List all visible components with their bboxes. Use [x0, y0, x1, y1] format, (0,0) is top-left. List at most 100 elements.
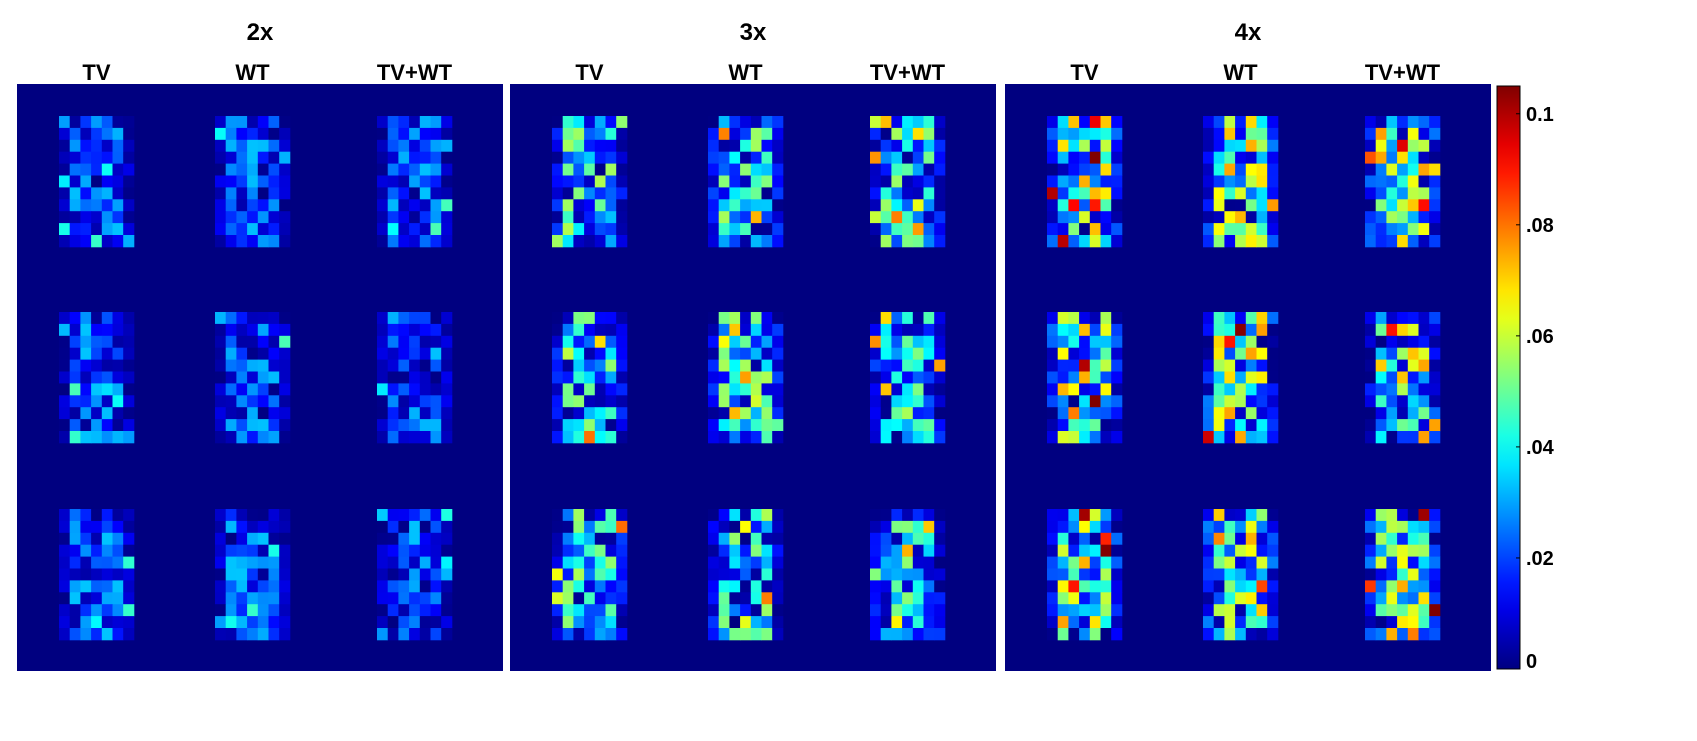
heatmap-cell: [594, 520, 606, 534]
heatmap-cell: [1057, 335, 1069, 349]
heatmap-cell: [1429, 431, 1441, 444]
heatmap-cell: [923, 592, 935, 605]
heatmap-cell: [1429, 235, 1441, 248]
heatmap-cell: [279, 175, 291, 188]
heatmap-cell: [552, 139, 564, 153]
heatmap-cell: [1365, 151, 1377, 164]
heatmap-cell: [584, 431, 596, 444]
heatmap-cell: [1407, 395, 1419, 408]
heatmap-cell: [1267, 151, 1279, 164]
heatmap-cell: [902, 419, 914, 432]
heatmap-cell: [1213, 223, 1225, 236]
heatmap-cell: [398, 347, 410, 360]
heatmap-cell: [80, 604, 92, 617]
heatmap-cell: [419, 127, 431, 141]
heatmap-cell: [387, 544, 399, 557]
heatmap-cell: [1245, 431, 1257, 444]
heatmap-cell: [594, 568, 606, 581]
heatmap-cell: [870, 116, 882, 129]
heatmap-cell: [1375, 544, 1387, 557]
heatmap-cell: [387, 323, 399, 337]
heatmap-cell: [247, 520, 259, 534]
heatmap-cell: [1089, 616, 1101, 629]
heatmap-cell: [257, 431, 269, 444]
heatmap-cell: [1407, 520, 1419, 534]
heatmap-cell: [923, 347, 935, 360]
heatmap-cell: [1418, 199, 1430, 212]
heatmap-cell: [1111, 383, 1123, 396]
heatmap-cell: [268, 151, 280, 164]
heatmap-cell: [562, 163, 574, 176]
heatmap-cell: [69, 359, 81, 372]
heatmap-cell: [1057, 371, 1069, 384]
heatmap-cell: [761, 175, 773, 188]
heatmap-cell: [750, 235, 762, 248]
heatmap-cell: [1418, 312, 1430, 325]
heatmap-cell: [1365, 359, 1377, 372]
heatmap-cell: [247, 628, 259, 641]
heatmap-cell: [123, 568, 135, 581]
heatmap-cell: [1365, 395, 1377, 408]
heatmap-cell: [584, 592, 596, 605]
heatmap-cell: [247, 335, 259, 349]
heatmap-cell: [398, 235, 410, 248]
heatmap-cell: [750, 199, 762, 212]
heatmap-cell: [101, 407, 113, 420]
heatmap-cell: [891, 532, 903, 546]
heatmap-cell: [584, 580, 596, 593]
heatmap-cell: [1100, 592, 1112, 605]
heatmap-cell: [761, 592, 773, 605]
heatmap-cell: [750, 371, 762, 384]
heatmap-cell: [279, 235, 291, 248]
heatmap-cell: [891, 509, 903, 522]
heatmap-cell: [1418, 604, 1430, 617]
heatmap-cell: [225, 187, 237, 200]
heatmap-cell: [377, 175, 389, 188]
heatmap-cell: [1089, 419, 1101, 432]
heatmap-cell: [761, 431, 773, 444]
heatmap-cell: [761, 139, 773, 153]
heatmap-cell: [902, 199, 914, 212]
heatmap-cell: [729, 616, 741, 629]
heatmap-cell: [584, 544, 596, 557]
heatmap-cell: [1224, 151, 1236, 164]
heatmap-cell: [729, 335, 741, 349]
heatmap-cell: [616, 347, 628, 360]
heatmap-cell: [934, 223, 946, 236]
heatmap-cell: [215, 395, 227, 408]
heatmap-cell: [729, 544, 741, 557]
heatmap-cell: [257, 312, 269, 325]
heatmap-cell: [1057, 520, 1069, 534]
heatmap-cell: [80, 616, 92, 629]
heatmap-cell: [880, 235, 892, 248]
heatmap-cell: [891, 383, 903, 396]
heatmap-cell: [1203, 235, 1215, 248]
heatmap-cell: [1079, 323, 1091, 337]
heatmap-cell: [616, 383, 628, 396]
heatmap-cell: [225, 532, 237, 546]
heatmap-cell: [616, 175, 628, 188]
heatmap-cell: [1407, 419, 1419, 432]
heatmap-cell: [1057, 628, 1069, 641]
heatmap-cell: [1047, 371, 1059, 384]
heatmap-cell: [891, 556, 903, 569]
heatmap-cell: [740, 395, 752, 408]
heatmap-cell: [1407, 628, 1419, 641]
heatmap-cell: [772, 431, 784, 444]
heatmap-cell: [225, 347, 237, 360]
heatmap-cell: [1418, 509, 1430, 522]
heatmap-cell: [729, 347, 741, 360]
heatmap-cell: [740, 127, 752, 141]
heatmap-cell: [870, 604, 882, 617]
heatmap-cell: [1429, 628, 1441, 641]
heatmap-cell: [594, 175, 606, 188]
column-label-3x-TV: TV: [575, 60, 603, 85]
heatmap-cell: [594, 187, 606, 200]
heatmap-cell: [552, 175, 564, 188]
panel-2x: [17, 84, 503, 671]
heatmap-cell: [870, 419, 882, 432]
heatmap-cell: [215, 407, 227, 420]
heatmap-cell: [1256, 616, 1268, 629]
heatmap-cell: [1235, 616, 1247, 629]
heatmap-cell: [1245, 407, 1257, 420]
